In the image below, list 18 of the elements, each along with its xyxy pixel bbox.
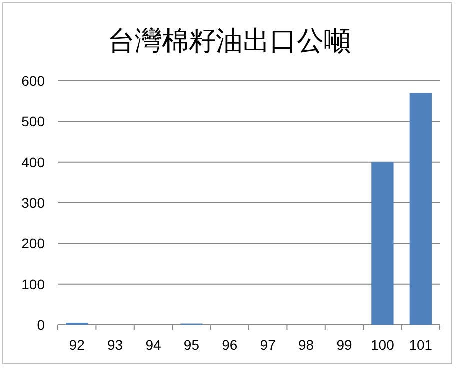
y-tick-label: 400 <box>22 154 46 170</box>
x-tick-label: 93 <box>108 337 124 353</box>
y-tick-label: 200 <box>22 236 46 252</box>
y-tick-label: 600 <box>22 73 46 89</box>
x-tick-label: 94 <box>146 337 162 353</box>
y-tick-label: 500 <box>22 114 46 130</box>
x-tick-label: 98 <box>298 337 314 353</box>
x-tick-label: 101 <box>409 337 433 353</box>
x-tick-label: 97 <box>260 337 276 353</box>
x-tick-label: 95 <box>184 337 200 353</box>
y-tick-label: 100 <box>22 276 46 292</box>
x-tick-label: 92 <box>69 337 86 353</box>
chart-title: 台灣棉籽油出口公噸 <box>108 26 351 56</box>
y-tick-label: 0 <box>37 317 46 333</box>
x-tick-label: 100 <box>371 337 395 353</box>
x-tick-label: 99 <box>336 337 352 353</box>
x-tick-label: 96 <box>222 337 238 353</box>
y-tick-label: 300 <box>22 195 46 211</box>
